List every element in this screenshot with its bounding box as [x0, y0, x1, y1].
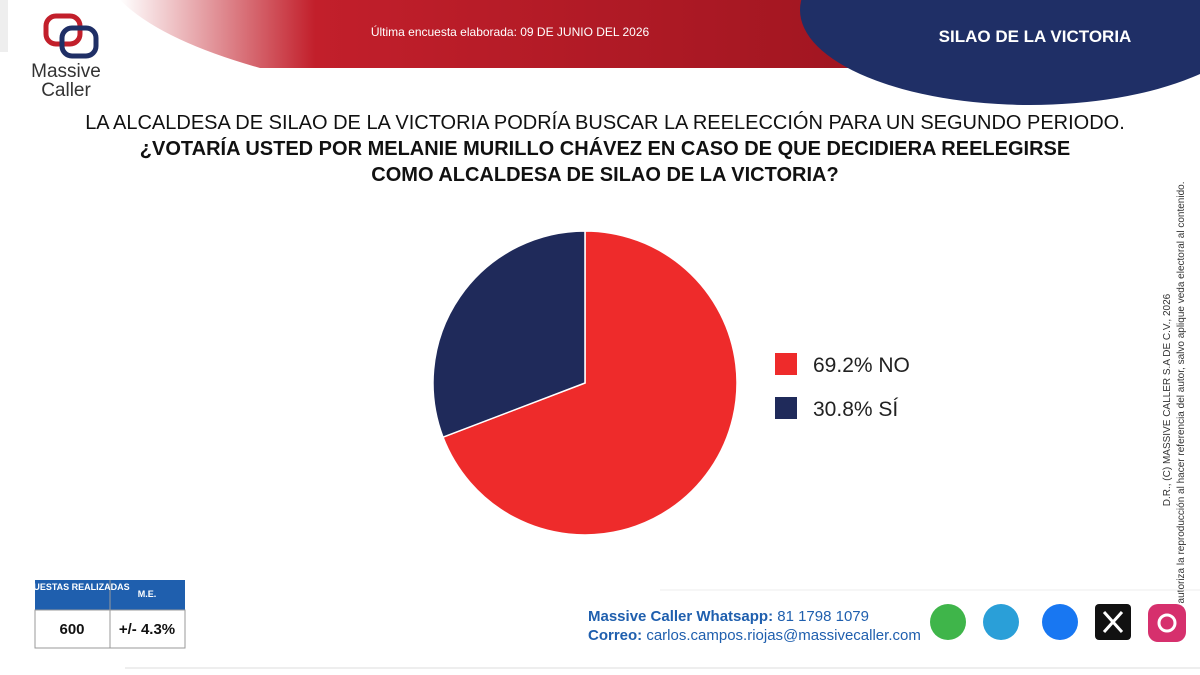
instagram-icon[interactable] — [1148, 604, 1186, 642]
chart-title: LA ALCALDESA DE SILAO DE LA VICTORIA POD… — [85, 112, 1125, 134]
logo-text: Massive — [31, 61, 101, 82]
legend-category: NO — [878, 354, 910, 377]
copyright: D.R., (C) MASSIVE CALLER S.A DE C.V., 20… — [1162, 182, 1187, 619]
pie-slice — [432, 230, 586, 439]
facebook-icon[interactable] — [1042, 604, 1078, 640]
contact-label: Correo: — [588, 627, 642, 644]
legend-swatch — [775, 353, 797, 375]
pie-slice — [442, 230, 738, 536]
header-band — [120, 0, 900, 68]
legend-swatch — [775, 397, 797, 419]
edge — [0, 0, 8, 52]
contact-value: 81 1798 1079 — [777, 608, 869, 625]
logo-mark — [43, 13, 99, 59]
header-ellipse — [800, 0, 1200, 105]
whatsapp-icon[interactable] — [930, 604, 966, 640]
copyright-line: Se autoriza la reproducción al hacer ref… — [1176, 182, 1187, 619]
survey-date: Última encuesta elaborada: 09 DE JUNIO D… — [371, 24, 650, 39]
legend-value: 30.8% — [813, 398, 873, 421]
contact-value: carlos.campos.riojas@massivecaller.com — [646, 627, 920, 644]
contact-label: Massive Caller Whatsapp: — [588, 608, 773, 625]
region: SILAO DE LA VICTORIA — [939, 27, 1132, 46]
social-icons — [930, 604, 1186, 642]
legend-category: SÍ — [878, 398, 898, 421]
table-header: ENCUESTAS REALIZADAS — [14, 582, 129, 592]
survey-table: ENCUESTAS REALIZADAS M.E. 600 +/- 4.3% — [14, 580, 186, 649]
copyright-line: D.R., (C) MASSIVE CALLER S.A DE C.V., 20… — [1162, 293, 1173, 506]
table-header: ENCUESTAS REALIZADAS — [14, 582, 129, 592]
legend-label: 30.8% SÍ — [813, 398, 898, 421]
title-block: LA ALCALDESA DE SILAO DE LA VICTORIA POD… — [60, 110, 1150, 188]
contact: Massive Caller Whatsapp: 81 1798 1079 — [588, 608, 869, 625]
table-header: M.E. — [138, 589, 157, 599]
chart-subtitle: ¿VOTARÍA USTED POR MELANIE MURILLO CHÁVE… — [139, 138, 1071, 186]
table-cell: +/- 4.3% — [119, 621, 175, 638]
table-cell: 600 — [59, 621, 84, 638]
legend-value: 69.2% — [813, 354, 873, 377]
contact: Correo: carlos.campos.riojas@massivecall… — [588, 627, 921, 644]
legend-label: 69.2% NO — [813, 354, 910, 377]
telegram-icon[interactable] — [983, 604, 1019, 640]
logo-text: Caller — [41, 80, 91, 101]
